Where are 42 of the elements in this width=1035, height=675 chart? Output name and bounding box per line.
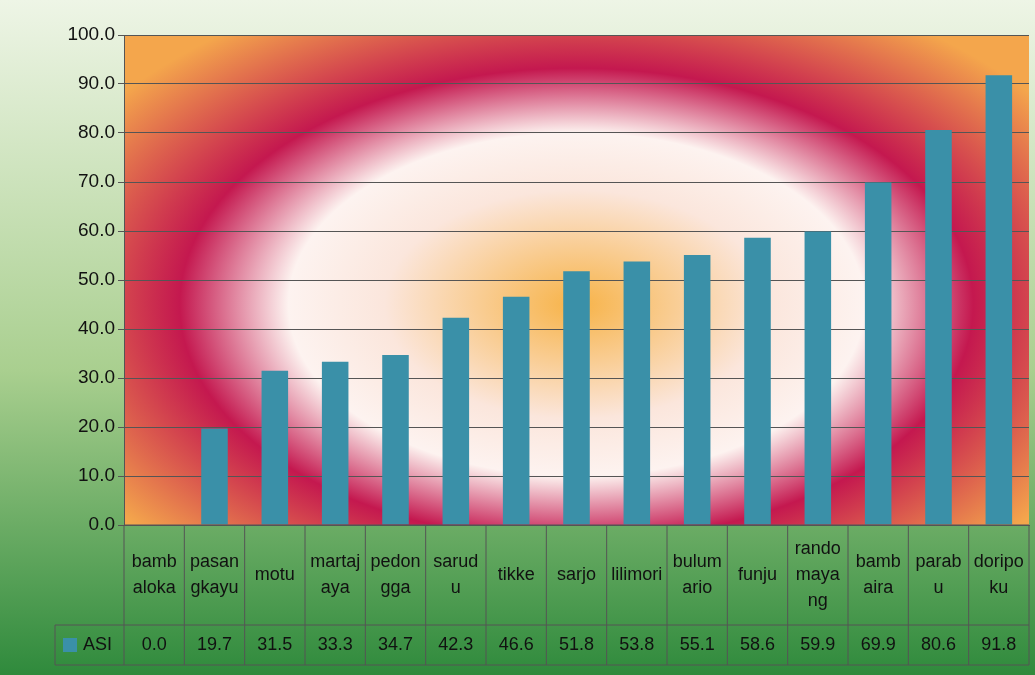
x-tick-label: sarjo — [556, 563, 597, 584]
x-tick-label: funju — [737, 563, 778, 584]
data-label: 34.7 — [377, 633, 414, 654]
data-label: 42.3 — [438, 633, 474, 654]
x-tick-label: pedongga — [370, 550, 421, 597]
y-tick-label: 10.0 — [78, 464, 115, 486]
data-label: 31.5 — [257, 633, 293, 654]
data-label: 58.6 — [739, 633, 776, 654]
x-tick-label: martajaya — [310, 550, 361, 597]
y-tick-label: 20.0 — [78, 415, 115, 437]
x-tick-label: bambaira — [855, 550, 901, 597]
y-tick-label: 90.0 — [78, 72, 115, 94]
x-tick-label: bambaloka — [131, 550, 177, 597]
data-label: 33.3 — [317, 633, 353, 654]
data-label: 19.7 — [196, 633, 233, 654]
x-tick-label: bulumario — [672, 550, 722, 597]
x-tick-label: sarudu — [433, 550, 479, 597]
x-tick-label: motu — [254, 563, 295, 584]
data-label: 59.9 — [800, 633, 836, 654]
data-label: 91.8 — [981, 633, 1017, 654]
y-tick-label: 60.0 — [78, 219, 115, 241]
x-tick-label: parabu — [915, 550, 962, 597]
y-tick-label: 70.0 — [78, 170, 115, 192]
data-label: 55.1 — [679, 633, 715, 654]
y-tick-label: 80.0 — [78, 121, 115, 143]
y-tick-label: 100.0 — [67, 23, 115, 45]
y-tick-label: 40.0 — [78, 317, 115, 339]
x-tick-label: doripoku — [973, 550, 1024, 597]
x-tick-label: tikke — [497, 563, 535, 584]
data-label: 80.6 — [920, 633, 957, 654]
y-tick-label: 50.0 — [78, 268, 115, 290]
data-label: 69.9 — [860, 633, 896, 654]
x-tick-label: lilimori — [611, 563, 663, 584]
x-tick-label: pasangkayu — [189, 550, 240, 597]
y-tick-label: 0.0 — [88, 513, 115, 535]
y-tick-label: 30.0 — [78, 366, 115, 388]
data-label: 0.0 — [141, 633, 167, 654]
data-label: 46.6 — [498, 633, 534, 654]
x-tick-label: randomayang — [794, 537, 841, 610]
data-label: 51.8 — [558, 633, 595, 654]
legend-label: ASI — [83, 633, 113, 654]
data-label: 53.8 — [619, 633, 655, 654]
